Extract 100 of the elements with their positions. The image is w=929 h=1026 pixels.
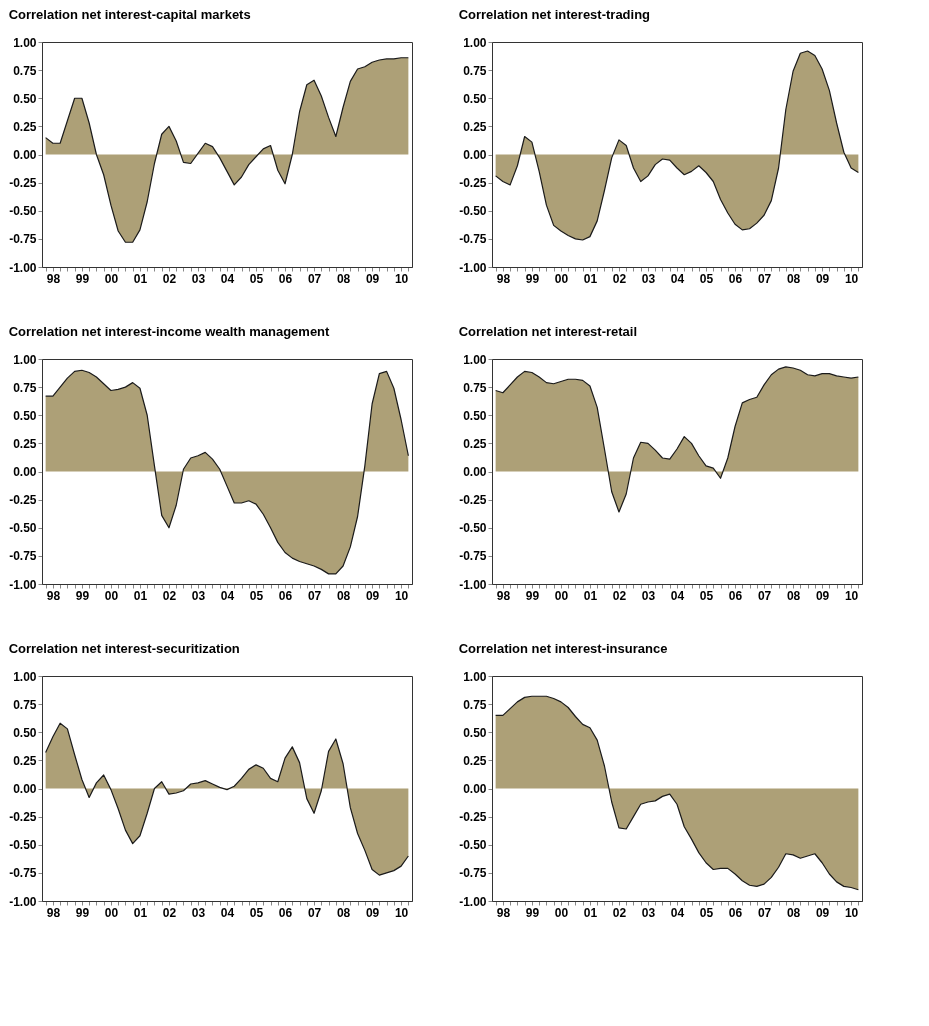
y-tick-label: 0.50 [463, 91, 487, 106]
x-tick-label: 00 [104, 271, 119, 286]
y-tick-label: -1.00 [459, 894, 487, 909]
x-tick-label: 98 [496, 905, 511, 920]
x-tick-label: 98 [46, 271, 61, 286]
x-tick-label: 03 [641, 588, 656, 603]
x-tick-label: 06 [728, 905, 743, 920]
y-tick-label: 0.75 [463, 63, 487, 78]
y-tick-label: -1.00 [9, 260, 37, 275]
x-tick-label: 02 [612, 905, 627, 920]
chart-title: Correlation net interest-trading [458, 7, 651, 22]
y-tick-label: -0.75 [459, 866, 487, 881]
x-tick-label: 02 [162, 905, 177, 920]
x-tick-label: 04 [220, 905, 235, 920]
x-tick-label: 10 [844, 588, 859, 603]
x-tick-label: 08 [786, 905, 801, 920]
x-tick-label: 10 [394, 271, 409, 286]
x-tick-label: 09 [815, 905, 830, 920]
y-tick-label: -0.50 [459, 204, 487, 219]
y-tick-label: -0.25 [9, 493, 37, 508]
chart-title: Correlation net interest-capital markets [8, 7, 251, 22]
x-tick-label: 04 [220, 271, 235, 286]
x-tick-label: 02 [612, 271, 627, 286]
x-tick-label: 01 [583, 905, 598, 920]
chart-title: Correlation net interest-retail [458, 324, 638, 339]
x-tick-label: 10 [394, 588, 409, 603]
y-tick-label: -0.50 [9, 204, 37, 219]
y-tick-label: -0.25 [459, 810, 487, 825]
y-tick-label: -0.50 [9, 521, 37, 536]
x-tick-label: 99 [75, 588, 90, 603]
x-tick-label: 10 [394, 905, 409, 920]
y-tick-label: 0.25 [13, 119, 37, 134]
y-tick-label: -1.00 [9, 577, 37, 592]
y-tick-label: 0.50 [13, 91, 37, 106]
y-tick-label: 0.75 [463, 380, 487, 395]
x-tick-label: 99 [75, 271, 90, 286]
x-tick-label: 08 [786, 271, 801, 286]
y-tick-label: 0.00 [463, 148, 487, 162]
x-tick-label: 06 [728, 271, 743, 286]
y-tick-label: 0.25 [13, 436, 37, 451]
y-tick-label: 0.00 [463, 782, 487, 796]
x-tick-label: 08 [336, 905, 351, 920]
x-tick-label: 01 [133, 588, 148, 603]
x-tick-label: 06 [278, 905, 293, 920]
y-tick-label: 1.00 [13, 35, 37, 50]
y-tick-label: 0.25 [463, 753, 487, 768]
y-tick-label: 0.50 [13, 725, 37, 740]
y-tick-label: 0.00 [13, 465, 37, 479]
x-tick-label: 09 [365, 905, 380, 920]
x-tick-label: 01 [133, 905, 148, 920]
y-tick-label: -0.50 [459, 838, 487, 853]
y-tick-label: 0.25 [463, 436, 487, 451]
y-tick-label: -1.00 [459, 260, 487, 275]
x-tick-label: 99 [525, 271, 540, 286]
x-tick-label: 01 [133, 271, 148, 286]
y-tick-label: 0.25 [463, 119, 487, 134]
y-tick-label: -0.25 [459, 176, 487, 191]
x-tick-label: 03 [641, 271, 656, 286]
x-tick-label: 06 [278, 271, 293, 286]
x-tick-label: 02 [162, 271, 177, 286]
y-tick-label: 1.00 [463, 352, 487, 367]
x-tick-label: 07 [307, 271, 322, 286]
x-tick-label: 09 [815, 588, 830, 603]
x-tick-label: 00 [104, 588, 119, 603]
y-tick-label: -0.50 [459, 521, 487, 536]
y-tick-label: -0.75 [9, 232, 37, 247]
x-tick-label: 98 [496, 588, 511, 603]
x-tick-label: 00 [554, 271, 569, 286]
x-tick-label: 98 [46, 588, 61, 603]
x-tick-label: 03 [191, 588, 206, 603]
x-tick-label: 05 [699, 905, 714, 920]
y-tick-label: 0.75 [463, 697, 487, 712]
y-tick-label: -0.50 [9, 838, 37, 853]
y-tick-label: -1.00 [9, 894, 37, 909]
y-tick-label: -0.75 [9, 866, 37, 881]
x-tick-label: 07 [757, 271, 772, 286]
x-tick-label: 07 [757, 905, 772, 920]
y-tick-label: 1.00 [463, 35, 487, 50]
y-tick-label: 0.00 [13, 782, 37, 796]
y-tick-label: 0.75 [13, 380, 37, 395]
chart-title: Correlation net interest-securitization [8, 641, 240, 656]
y-tick-label: -0.75 [459, 549, 487, 564]
x-tick-label: 98 [46, 905, 61, 920]
y-tick-label: 0.50 [13, 408, 37, 423]
x-tick-label: 98 [496, 271, 511, 286]
x-tick-label: 07 [307, 905, 322, 920]
x-tick-label: 09 [815, 271, 830, 286]
x-tick-label: 08 [786, 588, 801, 603]
x-tick-label: 04 [670, 271, 685, 286]
x-tick-label: 07 [757, 588, 772, 603]
x-tick-label: 09 [365, 588, 380, 603]
x-tick-label: 02 [162, 588, 177, 603]
x-tick-label: 99 [525, 588, 540, 603]
x-tick-label: 05 [249, 905, 264, 920]
x-tick-label: 09 [365, 271, 380, 286]
x-tick-label: 04 [670, 588, 685, 603]
y-tick-label: 0.00 [463, 465, 487, 479]
y-tick-label: -0.25 [9, 176, 37, 191]
y-tick-label: 1.00 [463, 669, 487, 684]
y-tick-label: 0.25 [13, 753, 37, 768]
